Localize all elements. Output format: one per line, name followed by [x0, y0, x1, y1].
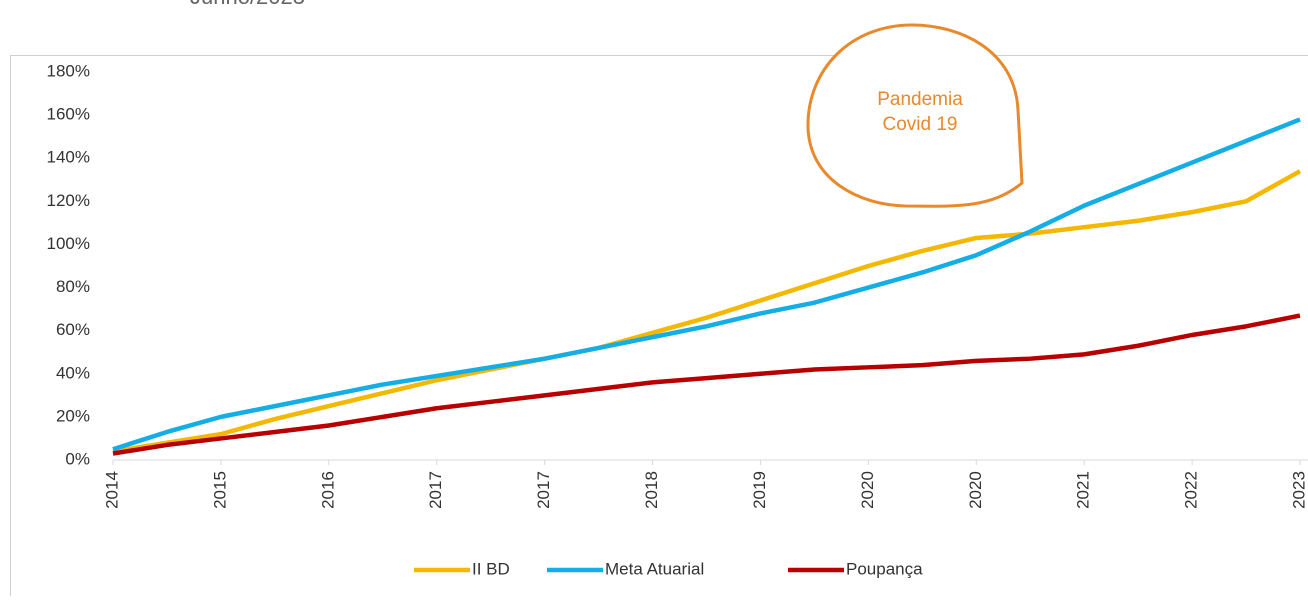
- y-tick-label: 120%: [47, 191, 90, 210]
- series-line: [113, 316, 1300, 454]
- x-tick-label: 2021: [1074, 471, 1093, 509]
- y-tick-label: 80%: [56, 277, 90, 296]
- x-tick-label: 2014: [102, 471, 121, 509]
- x-tick-label: 2018: [642, 471, 661, 509]
- chart-frame: [11, 56, 1308, 597]
- series-line: [113, 171, 1300, 451]
- y-tick-label: 180%: [47, 61, 90, 80]
- x-tick-label: 2022: [1182, 471, 1201, 509]
- y-tick-label: 0%: [65, 449, 90, 468]
- series-line: [113, 119, 1300, 449]
- legend-label: II BD: [472, 559, 510, 578]
- legend-label: Poupança: [846, 559, 923, 578]
- x-tick-label: 2017: [534, 471, 553, 509]
- x-tick-label: 2016: [318, 471, 337, 509]
- x-tick-label: 2020: [966, 471, 985, 509]
- x-tick-label: 2023: [1289, 471, 1308, 509]
- x-tick-label: 2015: [210, 471, 229, 509]
- chart-title: Junho/2023: [190, 0, 305, 9]
- y-tick-label: 20%: [56, 406, 90, 425]
- plot-area: 0% 20% 40% 60% 80% 100% 120% 140% 160% 180% 2014 20…: [47, 61, 1308, 508]
- legend-label: Meta Atuarial: [605, 559, 704, 578]
- y-tick-label: 140%: [47, 148, 90, 167]
- y-tick-label: 40%: [56, 363, 90, 382]
- y-tick-label: 100%: [47, 234, 90, 253]
- y-tick-label: 160%: [47, 105, 90, 124]
- x-tick-label: 2017: [426, 471, 445, 509]
- annotation: Covid 19: [883, 114, 958, 135]
- x-tick-label: 2019: [750, 471, 769, 509]
- y-tick-label: 60%: [56, 320, 90, 339]
- x-tick-label: 2020: [858, 471, 877, 509]
- annotation: Pandemia: [877, 89, 963, 110]
